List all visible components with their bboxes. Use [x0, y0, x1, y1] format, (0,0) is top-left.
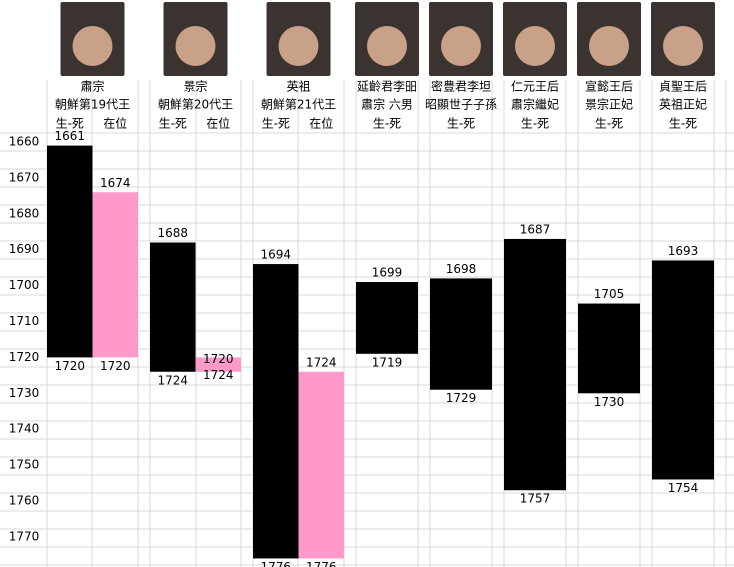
person-name: 密豊君李坦 [431, 79, 491, 94]
bar-label: 在位 [206, 116, 230, 131]
range-bar [47, 145, 93, 358]
portrait-face [367, 26, 407, 66]
person-name: 英祖 [286, 79, 310, 94]
value-label: 1693 [668, 244, 699, 258]
y-tick-label: 1740 [9, 422, 40, 436]
person-subtitle: 肅宗 六男 [361, 97, 413, 112]
value-label: 1719 [372, 355, 403, 369]
portrait-face [72, 26, 113, 66]
value-label: 1661 [54, 129, 85, 143]
person-subtitle: 景宗正妃 [585, 97, 633, 112]
bar-label: 生-死 [262, 117, 290, 131]
value-label: 1705 [594, 287, 625, 301]
value-label: 1720 [203, 352, 234, 366]
person-name: 肅宗 [80, 79, 104, 94]
range-bar [298, 371, 344, 559]
person-subtitle: 肅宗繼妃 [511, 97, 559, 112]
portrait-face [515, 26, 555, 66]
bar-label: 生-死 [521, 117, 549, 131]
person-subtitle: 朝鮮第19代王 [55, 98, 130, 112]
y-tick-label: 1760 [9, 494, 40, 508]
value-label: 1724 [306, 355, 337, 369]
y-tick-label: 1750 [9, 458, 40, 472]
person-name: 宣懿王后 [585, 79, 633, 94]
bar-label: 生-死 [595, 117, 623, 131]
bar-label: 生-死 [669, 117, 697, 131]
person-name: 貞聖王后 [659, 80, 707, 94]
range-bar [652, 260, 714, 480]
person-subtitle: 朝鮮第20代王 [158, 98, 233, 112]
value-label: 1720 [100, 359, 131, 373]
person-subtitle: 英祖正妃 [659, 97, 707, 112]
value-label: 1687 [520, 222, 551, 236]
y-tick-label: 1710 [9, 314, 40, 328]
value-label: 1674 [100, 176, 131, 190]
value-label: 1754 [668, 481, 699, 495]
value-label: 1694 [260, 248, 291, 262]
value-label: 1729 [446, 391, 477, 405]
person-name: 景宗 [183, 79, 207, 94]
y-tick-label: 1720 [9, 350, 40, 364]
range-bar [150, 242, 196, 372]
bar-label: 在位 [309, 116, 333, 131]
bar-label: 生-死 [56, 117, 84, 131]
value-label: 1724 [203, 368, 234, 382]
person-name: 仁元王后 [511, 80, 559, 94]
portrait-face [175, 26, 216, 66]
y-tick-label: 1770 [9, 529, 40, 543]
person-name: 延齡君李昍 [357, 79, 417, 94]
value-label: 1698 [446, 262, 477, 276]
y-tick-label: 1690 [9, 242, 40, 256]
portrait-face [441, 26, 481, 66]
y-tick-label: 1700 [9, 278, 40, 292]
range-bar [253, 264, 299, 559]
range-bar [92, 192, 138, 358]
y-tick-label: 1670 [9, 170, 40, 184]
y-tick-label: 1680 [9, 206, 40, 220]
range-bar [356, 282, 418, 354]
range-bar [195, 357, 241, 372]
value-label: 1720 [54, 359, 85, 373]
person-subtitle: 昭顯世子子孫 [425, 98, 497, 112]
bar-label: 生-死 [373, 117, 401, 131]
range-bar [578, 303, 640, 394]
range-bar [430, 278, 492, 390]
portrait-face [278, 26, 319, 66]
bar-label: 在位 [103, 116, 127, 131]
y-tick-label: 1660 [9, 135, 40, 149]
value-label: 1757 [520, 492, 551, 506]
value-label: 1699 [372, 266, 403, 280]
portrait-face [663, 26, 703, 66]
value-label: 1776 [260, 560, 291, 567]
range-bar [504, 238, 566, 491]
bar-label: 生-死 [447, 117, 475, 131]
value-label: 1688 [157, 226, 188, 240]
value-label: 1776 [306, 560, 337, 567]
value-label: 1730 [594, 395, 625, 409]
y-tick-label: 1730 [9, 386, 40, 400]
portrait-face [589, 26, 629, 66]
person-subtitle: 朝鮮第21代王 [261, 98, 336, 112]
value-label: 1724 [157, 373, 188, 387]
bar-label: 生-死 [159, 117, 187, 131]
